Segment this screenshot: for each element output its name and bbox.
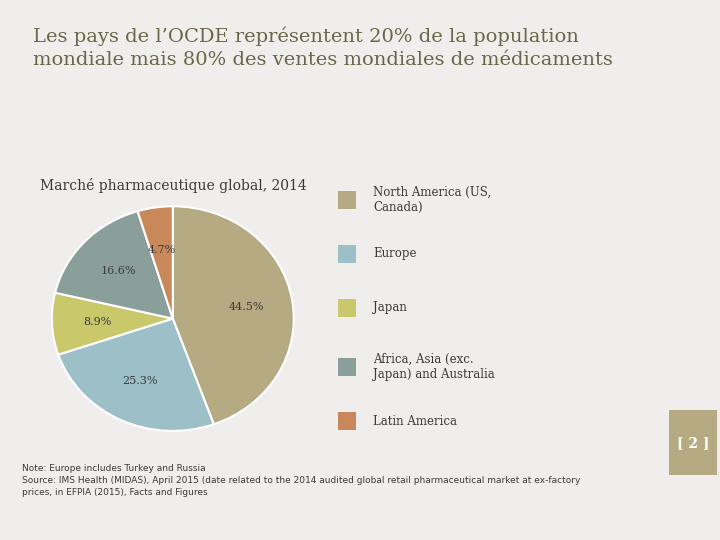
- Wedge shape: [52, 293, 173, 355]
- Wedge shape: [173, 206, 294, 424]
- Text: [ 2 ]: [ 2 ]: [677, 436, 709, 450]
- FancyBboxPatch shape: [338, 299, 356, 316]
- Text: Latin America: Latin America: [373, 415, 457, 428]
- FancyBboxPatch shape: [338, 191, 356, 208]
- Text: Marché pharmaceutique global, 2014: Marché pharmaceutique global, 2014: [40, 178, 307, 193]
- Wedge shape: [138, 206, 173, 319]
- FancyBboxPatch shape: [338, 359, 356, 376]
- Text: 16.6%: 16.6%: [100, 266, 136, 276]
- Text: North America (US,
Canada): North America (US, Canada): [373, 186, 492, 214]
- Text: Africa, Asia (exc.
Japan) and Australia: Africa, Asia (exc. Japan) and Australia: [373, 353, 495, 381]
- Text: 4.7%: 4.7%: [148, 245, 176, 255]
- Text: Les pays de l’OCDE représentent 20% de la population
mondiale mais 80% des vente: Les pays de l’OCDE représentent 20% de l…: [33, 27, 613, 69]
- Wedge shape: [55, 211, 173, 319]
- FancyBboxPatch shape: [338, 245, 356, 262]
- Text: Note: Europe includes Turkey and Russia
Source: IMS Health (MIDAS), April 2015 (: Note: Europe includes Turkey and Russia …: [22, 464, 580, 497]
- Text: Europe: Europe: [373, 247, 417, 260]
- FancyBboxPatch shape: [338, 413, 356, 430]
- Text: 25.3%: 25.3%: [122, 376, 158, 386]
- Text: Japan: Japan: [373, 301, 408, 314]
- FancyBboxPatch shape: [669, 410, 717, 475]
- Text: 8.9%: 8.9%: [84, 317, 112, 327]
- Text: 44.5%: 44.5%: [229, 302, 264, 312]
- Wedge shape: [58, 319, 214, 431]
